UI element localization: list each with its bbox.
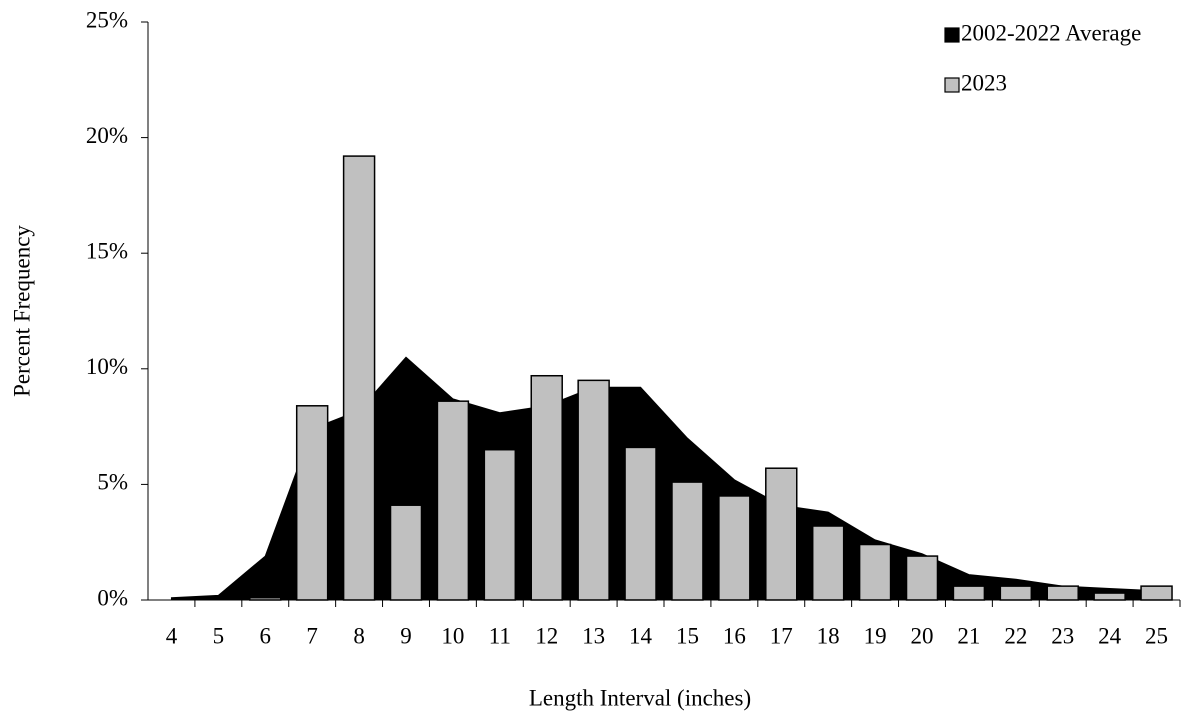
bar [577, 379, 610, 601]
x-tick-label: 7 [306, 623, 318, 648]
x-tick-label: 18 [817, 623, 840, 648]
x-tick-label: 4 [166, 623, 178, 648]
bar [624, 446, 657, 601]
x-tick-label: 15 [676, 623, 699, 648]
y-tick-label: 20% [86, 123, 128, 148]
bar [811, 525, 845, 601]
bar [436, 400, 470, 601]
x-tick-label: 22 [1004, 623, 1027, 648]
bar [483, 448, 517, 601]
x-tick-label: 19 [864, 623, 887, 648]
y-tick-label: 15% [86, 238, 128, 263]
bar [952, 585, 986, 601]
bar [1093, 592, 1126, 601]
legend-swatch [944, 27, 960, 43]
legend-label: 2023 [961, 70, 1007, 95]
bar [1140, 585, 1173, 601]
y-tick-label: 0% [97, 585, 128, 610]
bar [999, 585, 1033, 601]
x-tick-label: 17 [770, 623, 793, 648]
bar [858, 543, 892, 601]
x-axis-label: Length Interval (inches) [529, 685, 751, 710]
x-tick-label: 11 [489, 623, 511, 648]
bar [765, 467, 798, 601]
y-axis-label: Percent Frequency [9, 225, 34, 397]
x-tick-label: 20 [911, 623, 934, 648]
legend-swatch [944, 77, 960, 93]
bar [389, 504, 423, 601]
x-tick-label: 12 [535, 623, 558, 648]
x-tick-label: 5 [213, 623, 225, 648]
bar [295, 405, 329, 601]
x-tick-label: 10 [441, 623, 464, 648]
x-tick-label: 8 [353, 623, 365, 648]
x-tick-label: 24 [1098, 623, 1122, 648]
bar [530, 374, 563, 601]
y-tick-label: 25% [86, 7, 128, 32]
bar [718, 495, 751, 601]
x-tick-label: 13 [582, 623, 605, 648]
x-tick-label: 9 [400, 623, 412, 648]
y-tick-label: 10% [86, 354, 128, 379]
x-tick-label: 16 [723, 623, 746, 648]
bar [1046, 585, 1079, 601]
x-tick-label: 21 [957, 623, 980, 648]
x-tick-label: 25 [1145, 623, 1168, 648]
bar [905, 555, 939, 601]
bar [671, 481, 704, 601]
x-tick-label: 6 [260, 623, 272, 648]
legend-label: 2002-2022 Average [961, 20, 1141, 45]
x-tick-label: 14 [629, 623, 653, 648]
x-tick-label: 23 [1051, 623, 1074, 648]
y-tick-label: 5% [97, 470, 128, 495]
bar [342, 155, 376, 601]
